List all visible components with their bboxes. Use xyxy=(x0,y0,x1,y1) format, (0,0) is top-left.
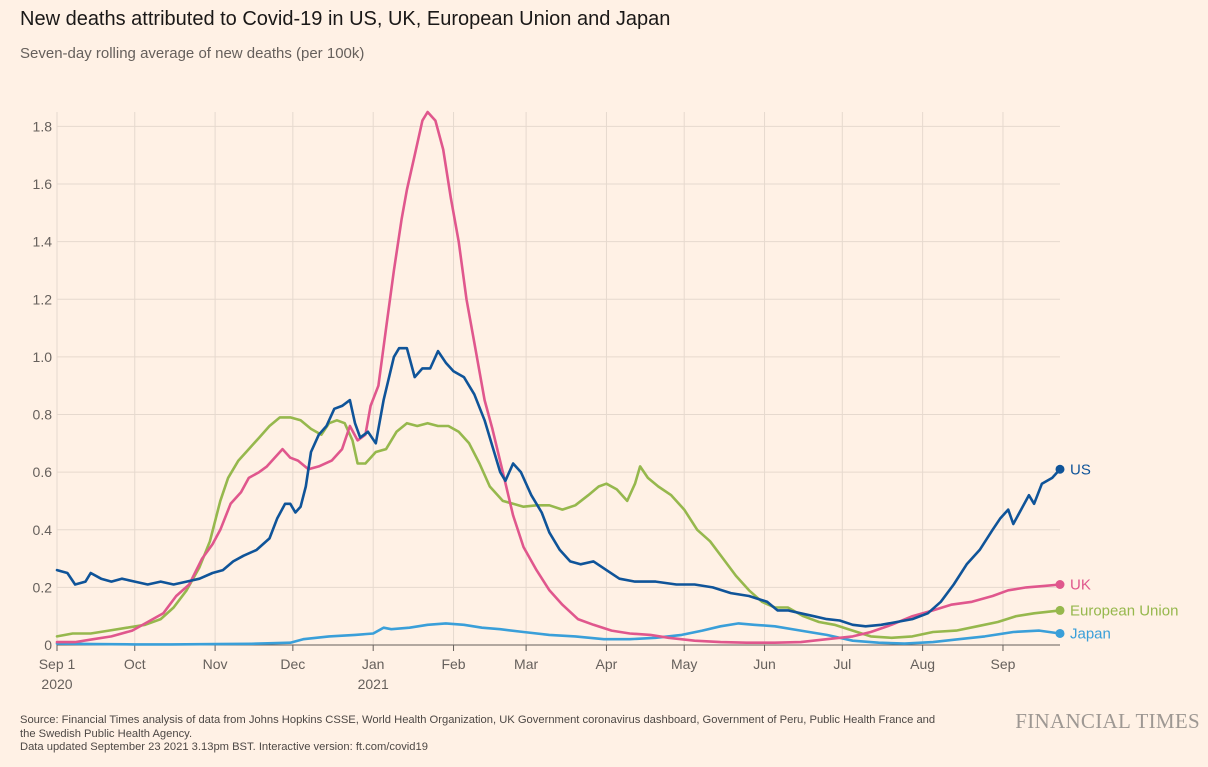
x-tick-label: Apr xyxy=(596,656,618,672)
source-note-line2: the Swedish Public Health Agency. xyxy=(20,727,193,740)
series-label-european-union: European Union xyxy=(1070,602,1178,619)
series-line-us xyxy=(55,346,1062,628)
x-tick-label: Sep 1 xyxy=(39,656,76,672)
y-tick-label: 1.2 xyxy=(33,291,53,307)
x-tick-sublabel: 2021 xyxy=(358,676,389,692)
y-tick-label: 0.6 xyxy=(33,464,53,480)
y-tick-label: 1.6 xyxy=(33,176,53,192)
series-end-dot-japan xyxy=(1055,628,1065,638)
y-tick-label: 1.4 xyxy=(33,234,53,250)
series-line-japan xyxy=(55,622,1062,646)
x-tick-label: Jul xyxy=(833,656,851,672)
series-line-european-union xyxy=(55,416,1062,640)
update-note: Data updated September 23 2021 3.13pm BS… xyxy=(20,741,428,753)
y-tick-label: 0.8 xyxy=(33,407,53,423)
y-tick-label: 0 xyxy=(44,637,52,653)
chart: 0 0.2 0.4 0.6 0.8 1.0 1.2 1.4 1.6 1.8 Sep 1 2020 Oct… xyxy=(33,110,1178,692)
x-tick-label: Nov xyxy=(203,656,228,672)
series-end-dot-us xyxy=(1055,464,1065,474)
x-tick-label: May xyxy=(671,656,697,672)
series-labels: US UK European Union Japan xyxy=(1055,461,1178,642)
x-tick-label: Oct xyxy=(124,656,146,672)
y-tick-label: 0.4 xyxy=(33,522,53,538)
x-tick-label: Mar xyxy=(514,656,538,672)
series-end-dot-uk xyxy=(1055,579,1065,589)
grid: 0 0.2 0.4 0.6 0.8 1.0 1.2 1.4 1.6 1.8 Sep 1 2020 Oct… xyxy=(33,112,1060,692)
series-label-uk: UK xyxy=(1070,576,1091,593)
series-lines xyxy=(55,110,1062,646)
source-note-line1: Source: Financial Times analysis of data… xyxy=(20,714,936,726)
x-tick-label: Aug xyxy=(910,656,935,672)
x-tick-label: Dec xyxy=(280,656,305,672)
series-end-dot-european-union xyxy=(1055,605,1065,615)
x-tick-label: Jun xyxy=(753,656,776,672)
series-line-uk xyxy=(55,110,1062,644)
footer: Source: Financial Times analysis of data… xyxy=(20,714,1010,755)
x-tick-sublabel: 2020 xyxy=(41,676,72,692)
y-tick-label: 1.8 xyxy=(33,118,53,134)
chart-title: New deaths attributed to Covid-19 in US,… xyxy=(20,8,671,30)
x-tick-label: Sep xyxy=(991,656,1016,672)
x-tick-label: Jan xyxy=(362,656,385,672)
y-tick-label: 0.2 xyxy=(33,579,53,595)
chart-subtitle: Seven-day rolling average of new deaths … xyxy=(20,45,365,62)
y-tick-label: 1.0 xyxy=(33,349,53,365)
series-label-us: US xyxy=(1070,461,1091,478)
x-tick-label: Feb xyxy=(441,656,465,672)
financial-times-logo: FINANCIAL TIMES xyxy=(1015,709,1200,733)
series-label-japan: Japan xyxy=(1070,625,1111,642)
